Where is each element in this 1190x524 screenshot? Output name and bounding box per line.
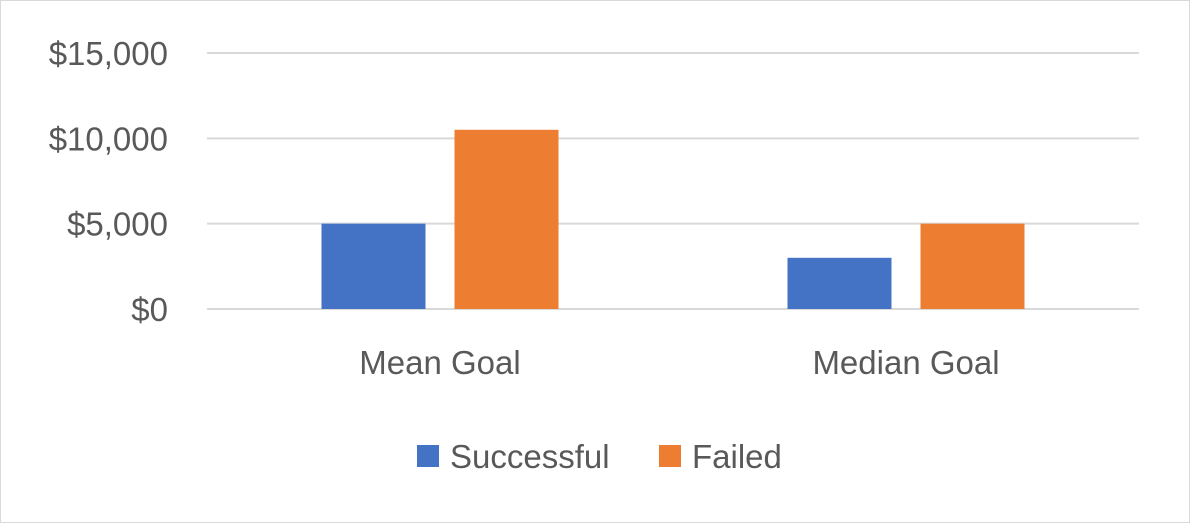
x-category-label: Mean Goal <box>359 344 520 381</box>
y-tick-label: $0 <box>131 291 168 328</box>
y-axis-tick-labels: $0 $5,000 $10,000 $15,000 <box>49 35 168 328</box>
bar-failed-0 <box>454 129 559 309</box>
legend-swatch-successful <box>417 445 439 467</box>
legend-label-successful: Successful <box>450 438 610 475</box>
legend-label-failed: Failed <box>692 438 782 475</box>
legend: Successful Failed <box>417 438 782 475</box>
bar-failed-1 <box>920 223 1025 309</box>
bar-successful-1 <box>787 257 892 309</box>
y-tick-label: $5,000 <box>67 206 168 243</box>
y-tick-label: $15,000 <box>49 35 168 72</box>
bars <box>321 129 1025 309</box>
legend-swatch-failed <box>659 445 681 467</box>
bar-successful-0 <box>321 223 426 309</box>
x-category-label: Median Goal <box>812 344 999 381</box>
x-axis-category-labels: Mean Goal Median Goal <box>359 344 999 381</box>
y-tick-label: $10,000 <box>49 120 168 157</box>
